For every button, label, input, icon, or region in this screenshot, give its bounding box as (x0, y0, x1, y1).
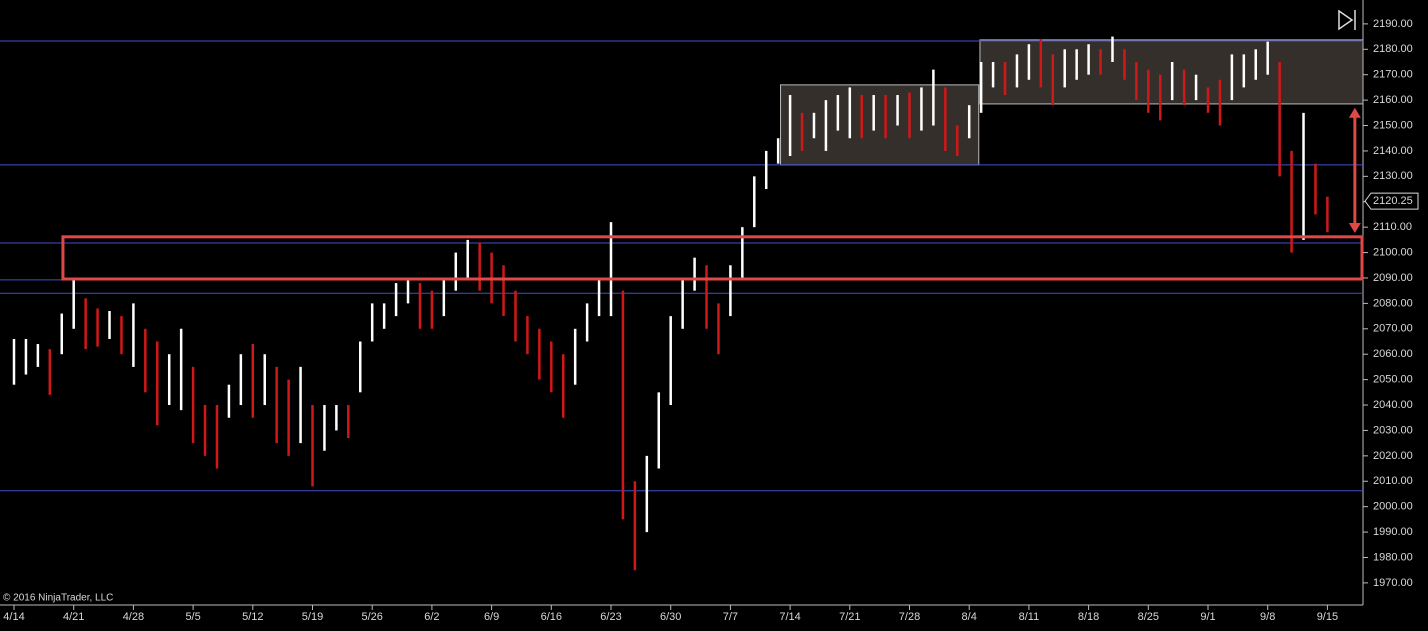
y-tick-label: 2170.00 (1373, 69, 1413, 81)
y-tick-label: 1970.00 (1373, 577, 1413, 589)
x-tick-label: 4/14 (3, 611, 24, 623)
y-tick-label: 2070.00 (1373, 323, 1413, 335)
support-box (61, 235, 1364, 281)
x-tick-label: 4/21 (63, 611, 84, 623)
y-tick-label: 2190.00 (1373, 18, 1413, 30)
y-tick-label: 2010.00 (1373, 475, 1413, 487)
x-tick-label: 6/2 (424, 611, 439, 623)
arrow-head (1348, 107, 1361, 118)
y-tick-label: 2110.00 (1373, 221, 1412, 233)
x-tick-label: 7/21 (839, 611, 860, 623)
last-price-label: 2120.25 (1373, 195, 1413, 207)
y-tick-label: 2160.00 (1373, 94, 1413, 106)
y-tick-label: 1980.00 (1373, 551, 1413, 563)
y-tick-label: 2030.00 (1373, 424, 1413, 436)
x-tick-label: 8/4 (962, 611, 977, 623)
x-tick-label: 5/12 (242, 611, 263, 623)
y-tick-label: 2100.00 (1373, 246, 1413, 258)
x-tick-label: 5/5 (185, 611, 200, 623)
x-tick-label: 9/1 (1200, 611, 1215, 623)
x-tick-label: 6/16 (541, 611, 562, 623)
scroll-end-icon[interactable] (1338, 9, 1356, 31)
y-tick-label: 2080.00 (1373, 297, 1413, 309)
x-tick-label: 5/26 (361, 611, 382, 623)
x-tick-label: 8/11 (1019, 611, 1040, 623)
x-tick-label: 6/23 (600, 611, 621, 623)
y-tick-label: 1990.00 (1373, 526, 1413, 538)
x-tick-label: 9/8 (1260, 611, 1275, 623)
consolidation-zone (780, 84, 980, 166)
plot-area (0, 36, 1364, 571)
x-tick-label: 6/9 (484, 611, 499, 623)
y-tick-label: 2150.00 (1373, 119, 1413, 131)
x-tick-label: 4/28 (123, 611, 144, 623)
last-price-box (1364, 192, 1419, 210)
y-tick-label: 2040.00 (1373, 399, 1413, 411)
x-tick-label: 9/15 (1317, 611, 1338, 623)
y-tick-label: 2000.00 (1373, 501, 1413, 513)
x-tick-label: 7/28 (899, 611, 920, 623)
y-tick-label: 2050.00 (1373, 374, 1413, 386)
arrow-head (1348, 223, 1361, 234)
x-tick-label: 7/14 (779, 611, 800, 623)
x-tick-label: 7/7 (723, 611, 738, 623)
y-tick-label: 2060.00 (1373, 348, 1413, 360)
copyright: © 2016 NinjaTrader, LLC (3, 593, 113, 604)
y-tick-label: 2020.00 (1373, 450, 1413, 462)
y-tick-label: 2090.00 (1373, 272, 1413, 284)
x-tick-label: 6/30 (660, 611, 681, 623)
y-tick-label: 2130.00 (1373, 170, 1413, 182)
x-tick-label: 8/25 (1138, 611, 1159, 623)
x-tick-label: 5/19 (302, 611, 323, 623)
x-tick-label: 8/18 (1078, 611, 1099, 623)
y-tick-label: 2140.00 (1373, 145, 1413, 157)
y-tick-label: 2180.00 (1373, 43, 1413, 55)
play-icon[interactable] (1338, 9, 1354, 31)
